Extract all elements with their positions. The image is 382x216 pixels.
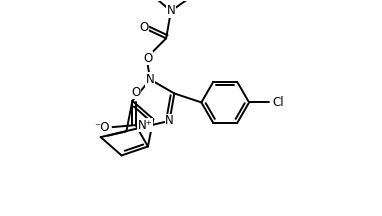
Text: N⁺: N⁺ (138, 119, 153, 132)
Text: O: O (139, 21, 148, 33)
Text: ⁻O: ⁻O (94, 121, 109, 134)
Text: O: O (131, 86, 140, 99)
Text: N: N (165, 114, 174, 127)
Text: N: N (146, 73, 155, 86)
Text: N: N (167, 5, 175, 17)
Text: Cl: Cl (272, 96, 284, 109)
Text: O: O (143, 51, 152, 65)
